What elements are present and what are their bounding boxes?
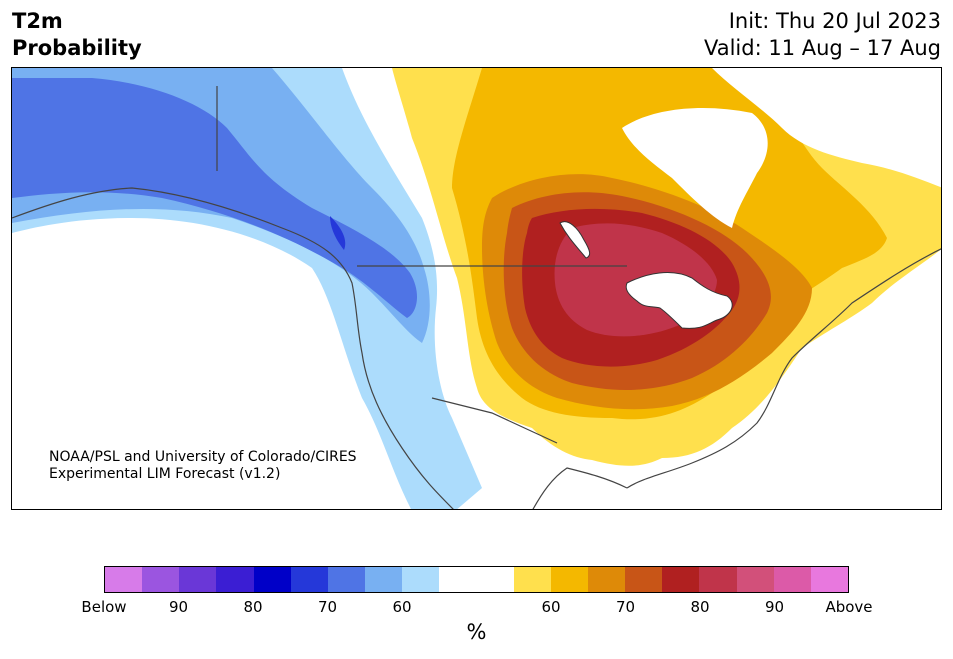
colorbar-below-segment-5	[290, 567, 328, 592]
colorbar-above-segment-2	[588, 567, 626, 592]
colorbar-tick-label: Above	[825, 598, 873, 616]
colorbar-below-segment-1	[142, 567, 180, 592]
credit-line-2: Experimental LIM Forecast (v1.2)	[49, 466, 281, 482]
boundaries	[12, 86, 941, 509]
colorbar-above-segment-0	[513, 567, 551, 592]
colorbar-above-segment-1	[550, 567, 589, 592]
colorbar-below-segment-7	[365, 567, 403, 592]
forecast-map	[11, 67, 942, 510]
colorbar-tick-label: 70	[615, 598, 636, 616]
colorbar-below-segment-0	[105, 567, 143, 592]
kind-label: Probability	[12, 36, 142, 60]
init-date: Init: Thu 20 Jul 2023	[728, 9, 941, 33]
colorbar-below-segment-8	[402, 567, 440, 592]
colorbar-tick-label: Below	[81, 598, 127, 616]
colorbar-above-segment-7	[773, 567, 811, 592]
great-lakes	[625, 272, 733, 329]
colorbar-tick-label: 60	[392, 598, 412, 616]
below-75-streak	[330, 216, 346, 250]
colorbar-below-segment-2	[179, 567, 217, 592]
colorbar-ticks: Below 90 80 70 60 60 70 80 90 Above	[0, 598, 953, 618]
credit-line-1: NOAA/PSL and University of Colorado/CIRE…	[49, 449, 357, 465]
colorbar-neutral-segment	[439, 567, 514, 592]
colorbar-below-segment-6	[327, 567, 366, 592]
east-coast	[626, 248, 941, 489]
colorbar-above-segment-8	[810, 567, 849, 592]
arctic-white	[712, 68, 941, 188]
hudson-bay	[622, 108, 768, 228]
map-title: T2m Probability	[12, 8, 142, 62]
colorbar-tick-label: 80	[243, 598, 263, 616]
colorbar-tick-label: 60	[541, 598, 561, 616]
colorbar-below-segment-3	[216, 567, 254, 592]
colorbar-tick-label: 90	[168, 598, 189, 616]
gulf-coast	[532, 467, 628, 509]
colorbar	[104, 566, 849, 593]
colorbar-above-segment-6	[736, 567, 774, 592]
colorbar-tick-label: 80	[690, 598, 710, 616]
colorbar-unit: %	[466, 620, 487, 644]
colorbar-above-segment-4	[662, 567, 700, 592]
colorbar-tick-label: 70	[317, 598, 338, 616]
colorbar-tick-label: 90	[764, 598, 785, 616]
variable-label: T2m	[12, 9, 63, 33]
map-canvas	[12, 68, 941, 509]
valid-range: Valid: 11 Aug – 17 Aug	[703, 36, 941, 60]
colorbar-above-segment-5	[699, 567, 737, 592]
colorbar-above-segment-3	[625, 567, 663, 592]
credit-block: NOAA/PSL and University of Colorado/CIRE…	[49, 449, 357, 483]
date-info: Init: Thu 20 Jul 2023 Valid: 11 Aug – 17…	[704, 8, 941, 62]
west-coast	[12, 187, 454, 509]
colorbar-below-segment-4	[253, 567, 291, 592]
lake-winnipeg	[559, 221, 591, 259]
mexico-border	[431, 397, 558, 444]
below-70-region	[12, 78, 418, 318]
